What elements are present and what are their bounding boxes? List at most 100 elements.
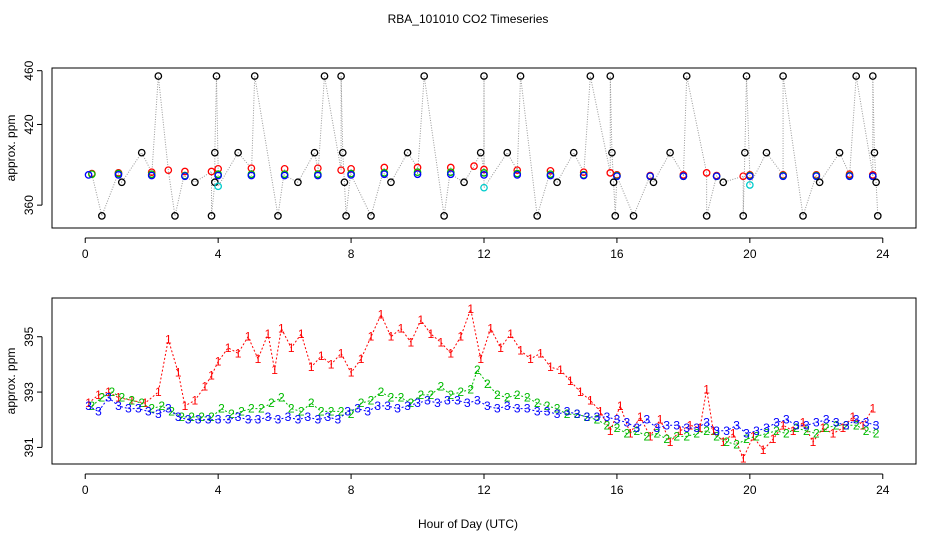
point-ch0 bbox=[420, 72, 429, 80]
marker-ch3: 3 bbox=[554, 407, 561, 421]
x-tick-label: 8 bbox=[348, 247, 355, 261]
point-ch0 bbox=[742, 72, 751, 80]
point-ch0 bbox=[873, 212, 882, 220]
marker-ch1: 1 bbox=[358, 352, 365, 366]
chart-title: RBA_101010 CO2 Timeseries bbox=[388, 12, 549, 26]
marker-ch3: 3 bbox=[703, 416, 710, 430]
marker-ch3: 3 bbox=[833, 416, 840, 430]
point-ch0 bbox=[799, 212, 807, 220]
point-ch0 bbox=[629, 212, 638, 220]
series-line-ch1 bbox=[88, 307, 874, 460]
marker-ch3: 3 bbox=[514, 402, 521, 416]
x-axis-title: Hour of Day (UTC) bbox=[418, 517, 518, 531]
marker-ch2: 2 bbox=[158, 399, 165, 413]
marker-ch2: 2 bbox=[504, 391, 511, 405]
marker-ch2: 2 bbox=[467, 382, 474, 396]
x-tick-label: 4 bbox=[215, 483, 222, 497]
marker-ch1: 1 bbox=[328, 357, 335, 371]
marker-ch3: 3 bbox=[793, 418, 800, 432]
x-tick-label: 4 bbox=[215, 247, 222, 261]
marker-ch1: 1 bbox=[840, 421, 847, 435]
point-ch3 bbox=[247, 171, 256, 180]
point-ch0 bbox=[460, 178, 468, 187]
marker-ch1: 1 bbox=[378, 308, 385, 322]
marker-ch1: 1 bbox=[627, 427, 634, 441]
marker-ch1: 1 bbox=[85, 396, 92, 410]
marker-ch2: 2 bbox=[833, 418, 840, 432]
marker-ch3: 3 bbox=[95, 404, 102, 418]
marker-ch3: 3 bbox=[693, 421, 700, 435]
marker-ch3: 3 bbox=[165, 402, 172, 416]
marker-ch1: 1 bbox=[703, 382, 710, 396]
marker-ch2: 2 bbox=[437, 380, 444, 394]
point-ch3 bbox=[147, 171, 156, 180]
marker-ch1: 1 bbox=[142, 396, 149, 410]
marker-ch2: 2 bbox=[408, 396, 415, 410]
x-tick-label: 12 bbox=[477, 483, 491, 497]
marker-ch2: 2 bbox=[793, 421, 800, 435]
marker-ch1: 1 bbox=[165, 333, 172, 347]
marker-ch1: 1 bbox=[215, 355, 222, 369]
marker-ch2: 2 bbox=[318, 404, 325, 418]
point-ch0 bbox=[649, 178, 658, 187]
marker-ch1: 1 bbox=[647, 429, 654, 443]
marker-ch3: 3 bbox=[773, 416, 780, 430]
point-ch1 bbox=[702, 169, 711, 177]
marker-ch3: 3 bbox=[474, 393, 481, 407]
marker-ch2: 2 bbox=[703, 424, 710, 438]
marker-ch2: 2 bbox=[288, 402, 295, 416]
point-ch1 bbox=[513, 166, 522, 175]
marker-ch2: 2 bbox=[614, 421, 621, 435]
marker-ch3: 3 bbox=[763, 421, 770, 435]
marker-ch2: 2 bbox=[554, 402, 561, 416]
point-ch0 bbox=[191, 178, 199, 187]
point-ch0 bbox=[320, 72, 329, 80]
marker-ch3: 3 bbox=[265, 410, 272, 424]
marker-ch2: 2 bbox=[713, 429, 720, 443]
marker-ch2: 2 bbox=[128, 393, 135, 407]
marker-ch1: 1 bbox=[607, 424, 614, 438]
point-ch0 bbox=[342, 212, 350, 220]
marker-ch3: 3 bbox=[464, 396, 471, 410]
point-ch3 bbox=[546, 171, 555, 180]
marker-ch2: 2 bbox=[388, 391, 395, 405]
marker-ch3: 3 bbox=[454, 393, 461, 407]
point-ch0 bbox=[207, 212, 216, 220]
point-ch0 bbox=[387, 178, 395, 187]
marker-ch3: 3 bbox=[175, 410, 182, 424]
marker-ch2: 2 bbox=[773, 424, 780, 438]
marker-ch3: 3 bbox=[215, 413, 222, 427]
marker-ch3: 3 bbox=[115, 399, 122, 413]
marker-ch3: 3 bbox=[783, 413, 790, 427]
marker-ch1: 1 bbox=[790, 424, 797, 438]
marker-ch1: 1 bbox=[730, 427, 737, 441]
marker-ch2: 2 bbox=[258, 402, 265, 416]
plot-frame bbox=[51, 67, 917, 229]
marker-ch2: 2 bbox=[378, 385, 385, 399]
marker-ch1: 1 bbox=[577, 385, 584, 399]
point-ch1 bbox=[739, 172, 748, 181]
marker-ch2: 2 bbox=[653, 427, 660, 441]
marker-ch3: 3 bbox=[504, 399, 511, 413]
marker-ch2: 2 bbox=[328, 404, 335, 418]
marker-ch1: 1 bbox=[427, 327, 434, 341]
point-ch3 bbox=[779, 172, 787, 181]
marker-ch1: 1 bbox=[298, 327, 305, 341]
marker-ch3: 3 bbox=[803, 418, 810, 432]
marker-ch2: 2 bbox=[298, 404, 305, 418]
point-ch0 bbox=[872, 178, 880, 187]
point-ch0 bbox=[97, 212, 106, 220]
point-ch3 bbox=[347, 171, 355, 179]
x-tick-label: 16 bbox=[610, 247, 624, 261]
point-ch0 bbox=[440, 212, 448, 220]
point-ch0 bbox=[762, 148, 771, 157]
y-axis-title: approx. ppm bbox=[4, 348, 18, 415]
marker-ch2: 2 bbox=[863, 424, 870, 438]
marker-ch1: 1 bbox=[537, 346, 544, 360]
y-tick-label: 460 bbox=[22, 60, 36, 80]
marker-ch3: 3 bbox=[653, 421, 660, 435]
marker-ch1: 1 bbox=[175, 366, 182, 380]
marker-ch1: 1 bbox=[447, 346, 454, 360]
marker-ch1: 1 bbox=[820, 421, 827, 435]
marker-ch2: 2 bbox=[683, 429, 690, 443]
